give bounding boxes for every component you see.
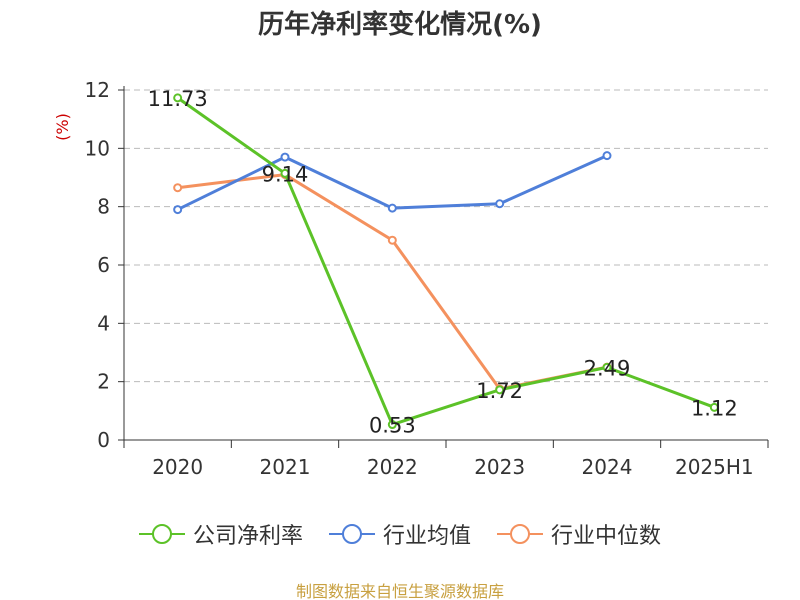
x-tick-label: 2020	[152, 455, 203, 479]
y-tick-label: 8	[97, 195, 110, 219]
y-tick-label: 6	[97, 253, 110, 277]
axis-layer: 0 2 4 6 8 10 12 (%) 2020 2021 2022 2023 2024 2025H1	[53, 78, 769, 479]
data-point	[280, 168, 290, 178]
x-tick-label: 2025H1	[675, 455, 754, 479]
legend-label: 行业均值	[382, 524, 471, 549]
legend-marker-icon	[138, 522, 185, 546]
data-label: 11.73	[148, 87, 208, 111]
data-point	[280, 152, 290, 162]
data-label: 9.14	[262, 162, 309, 186]
data-point	[495, 199, 505, 209]
data-point	[173, 93, 183, 103]
x-tick-label: 2023	[474, 455, 525, 479]
legend-marker-icon	[497, 522, 543, 546]
data-point	[387, 203, 397, 213]
data-label: 0.53	[369, 414, 416, 438]
data-point	[173, 183, 183, 193]
grid-layer	[124, 89, 768, 383]
legend-label: 行业中位数	[551, 524, 662, 549]
y-tick-label: 0	[97, 428, 110, 452]
data-label: 2.49	[584, 356, 631, 380]
data-point	[602, 362, 612, 372]
series-line	[177, 154, 608, 211]
y-tick-label: 12	[85, 78, 110, 102]
legend-marker-icon	[328, 522, 375, 546]
chart-title: 历年净利率变化情况(%)	[258, 10, 542, 40]
data-point	[387, 235, 397, 245]
data-point	[173, 205, 183, 215]
series-line	[176, 96, 715, 427]
y-tick-label: 4	[97, 311, 110, 335]
x-tick-label: 2024	[582, 455, 633, 479]
y-tick-label: 10	[85, 136, 110, 160]
series-layer	[173, 93, 719, 430]
y-tick-label: 2	[97, 370, 110, 394]
x-tick-label: 2022	[367, 455, 418, 479]
data-point	[387, 420, 397, 430]
data-point	[709, 402, 719, 412]
legend: 公司净利率 行业均值 行业中位数	[0, 518, 800, 550]
source-note: 制图数据来自恒生聚源数据库	[295, 582, 504, 600]
y-axis-label: (%)	[53, 113, 72, 141]
x-tick-label: 2021	[260, 455, 311, 479]
legend-item[interactable]: 行业均值	[328, 518, 471, 550]
data-point	[602, 151, 612, 161]
data-label: 1.12	[691, 396, 738, 420]
legend-item[interactable]: 行业中位数	[497, 518, 661, 550]
legend-label: 公司净利率	[192, 524, 303, 549]
data-point	[495, 385, 505, 395]
data-label: 1.72	[476, 379, 523, 403]
data-label-layer: 11.73 9.14 0.53 1.72 2.49 1.12	[148, 87, 738, 438]
legend-item[interactable]: 公司净利率	[138, 518, 303, 550]
